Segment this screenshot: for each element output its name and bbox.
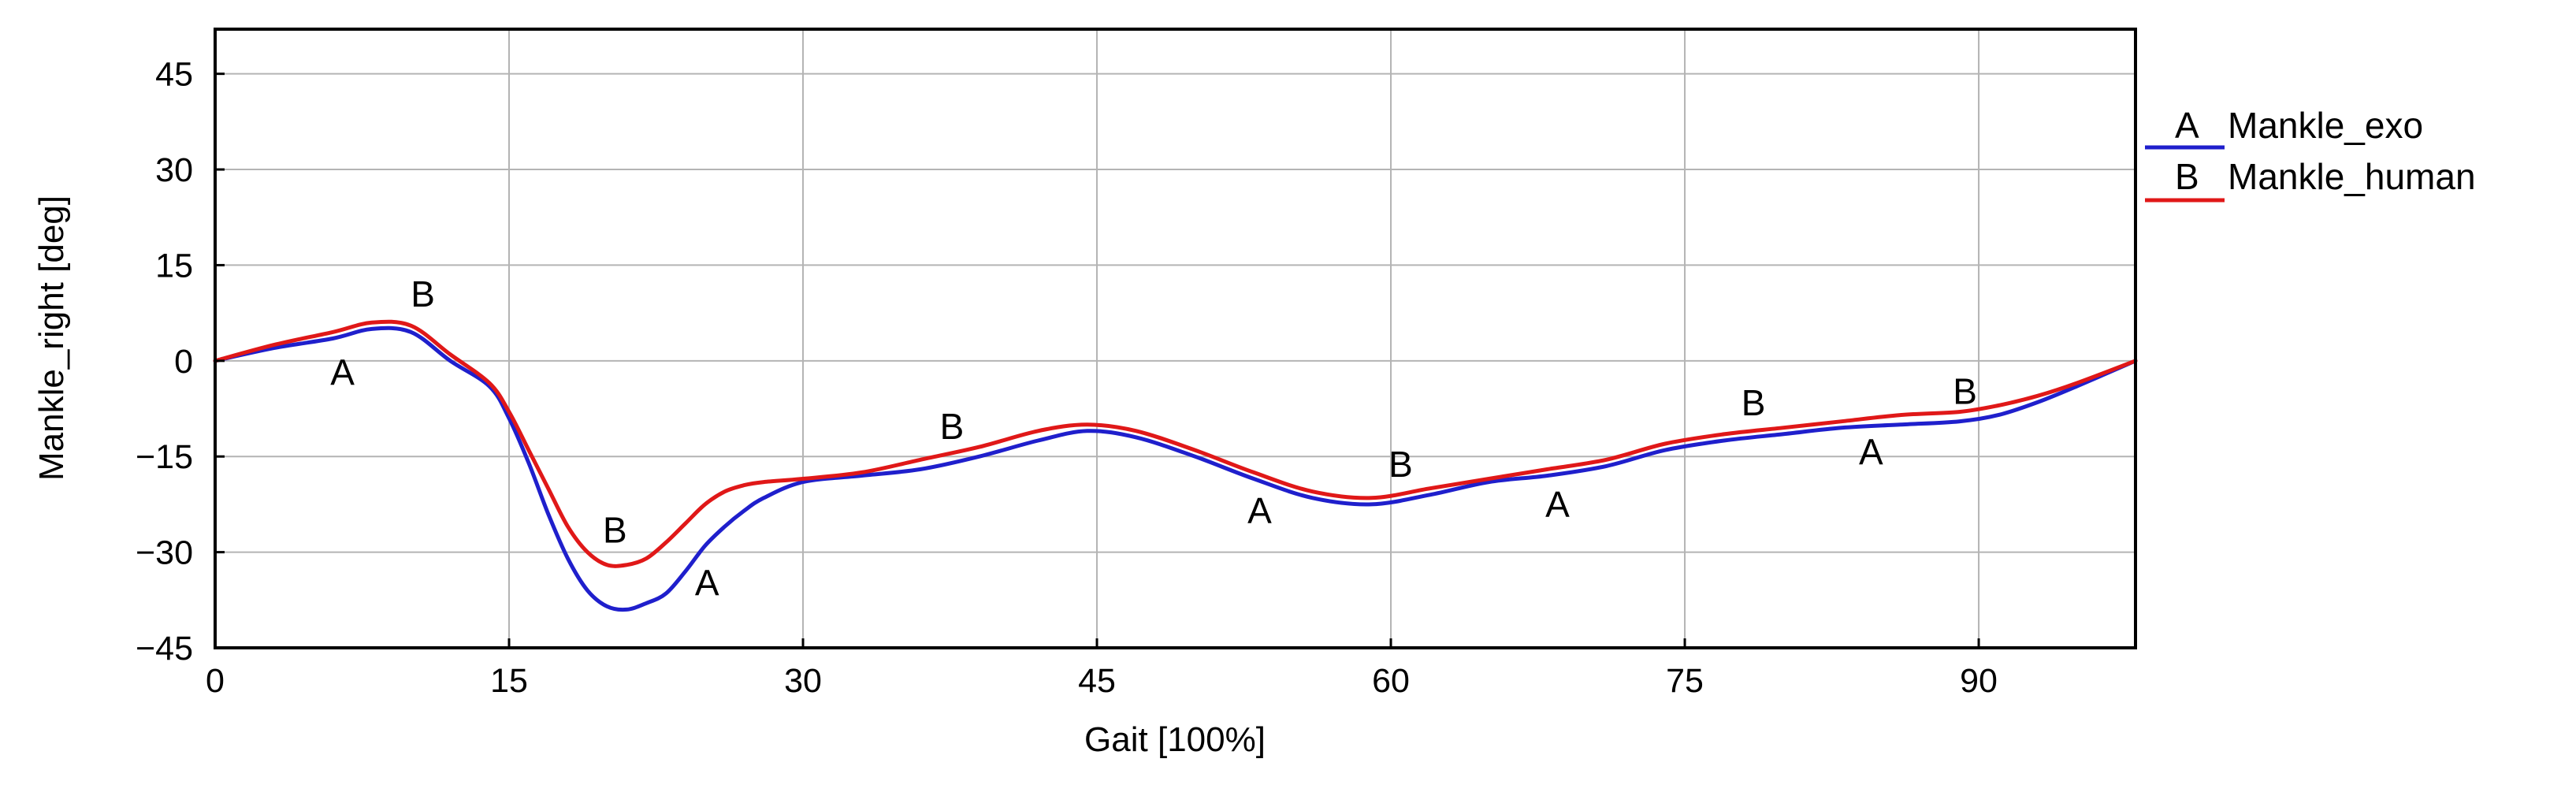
x-axis-title: Gait [100%]	[1084, 720, 1266, 759]
curve-marker-B-5: B	[411, 273, 435, 314]
legend: A Mankle_exo B Mankle_human	[2145, 105, 2476, 203]
plot-area-frame	[214, 28, 2137, 649]
y-axis-title: Mankle_right [deg]	[32, 195, 71, 481]
legend-item-exo: A Mankle_exo	[2145, 105, 2423, 150]
legend-item-human: B Mankle_human	[2145, 156, 2476, 203]
curve-marker-B-7: B	[940, 406, 965, 447]
curve-marker-A-1: A	[695, 562, 719, 603]
series-layer	[213, 319, 2138, 612]
series-line-Mankle_human	[213, 319, 2138, 568]
curve-marker-A-4: A	[1859, 432, 1883, 473]
x-tick-label-3: 45	[1078, 662, 1116, 700]
gridlines	[215, 29, 2136, 648]
legend-label-human: Mankle_human	[2228, 156, 2476, 197]
point-labels: A A A A A B B B B B B	[330, 273, 1977, 604]
y-tick-label-4: −15	[136, 438, 193, 476]
x-tick-label-4: 60	[1372, 662, 1410, 700]
series-line-Mankle_exo	[213, 325, 2138, 612]
y-tick-label-1: 30	[155, 151, 193, 189]
legend-marker-exo: A	[2175, 105, 2199, 146]
x-tick-label-6: 90	[1960, 662, 1998, 700]
legend-marker-human: B	[2175, 156, 2199, 197]
y-tick-label-6: −45	[136, 630, 193, 668]
curve-marker-B-6: B	[603, 509, 627, 550]
curve-marker-B-10: B	[1953, 371, 1977, 412]
curve-marker-B-9: B	[1741, 382, 1766, 423]
y-tick-label-5: −30	[136, 534, 193, 572]
curve-marker-A-3: A	[1545, 484, 1570, 525]
legend-label-exo: Mankle_exo	[2228, 105, 2423, 146]
x-tick-label-0: 0	[206, 662, 225, 700]
x-tick-label-1: 15	[490, 662, 528, 700]
curve-marker-B-8: B	[1388, 444, 1413, 485]
y-tick-label-3: 0	[174, 343, 193, 381]
curve-marker-A-2: A	[1247, 490, 1272, 531]
y-tick-label-0: 45	[155, 56, 193, 94]
curve-marker-A-0: A	[330, 352, 355, 392]
x-tick-label-2: 30	[784, 662, 822, 700]
y-tick-label-2: 15	[155, 247, 193, 285]
x-tick-label-5: 75	[1666, 662, 1704, 700]
axis-ticks: 0 15 30 45 60 75 90 45 30 15 0 −15 −30 −45	[136, 56, 1998, 700]
